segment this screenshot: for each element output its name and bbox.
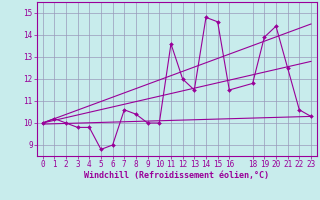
X-axis label: Windchill (Refroidissement éolien,°C): Windchill (Refroidissement éolien,°C): [84, 171, 269, 180]
